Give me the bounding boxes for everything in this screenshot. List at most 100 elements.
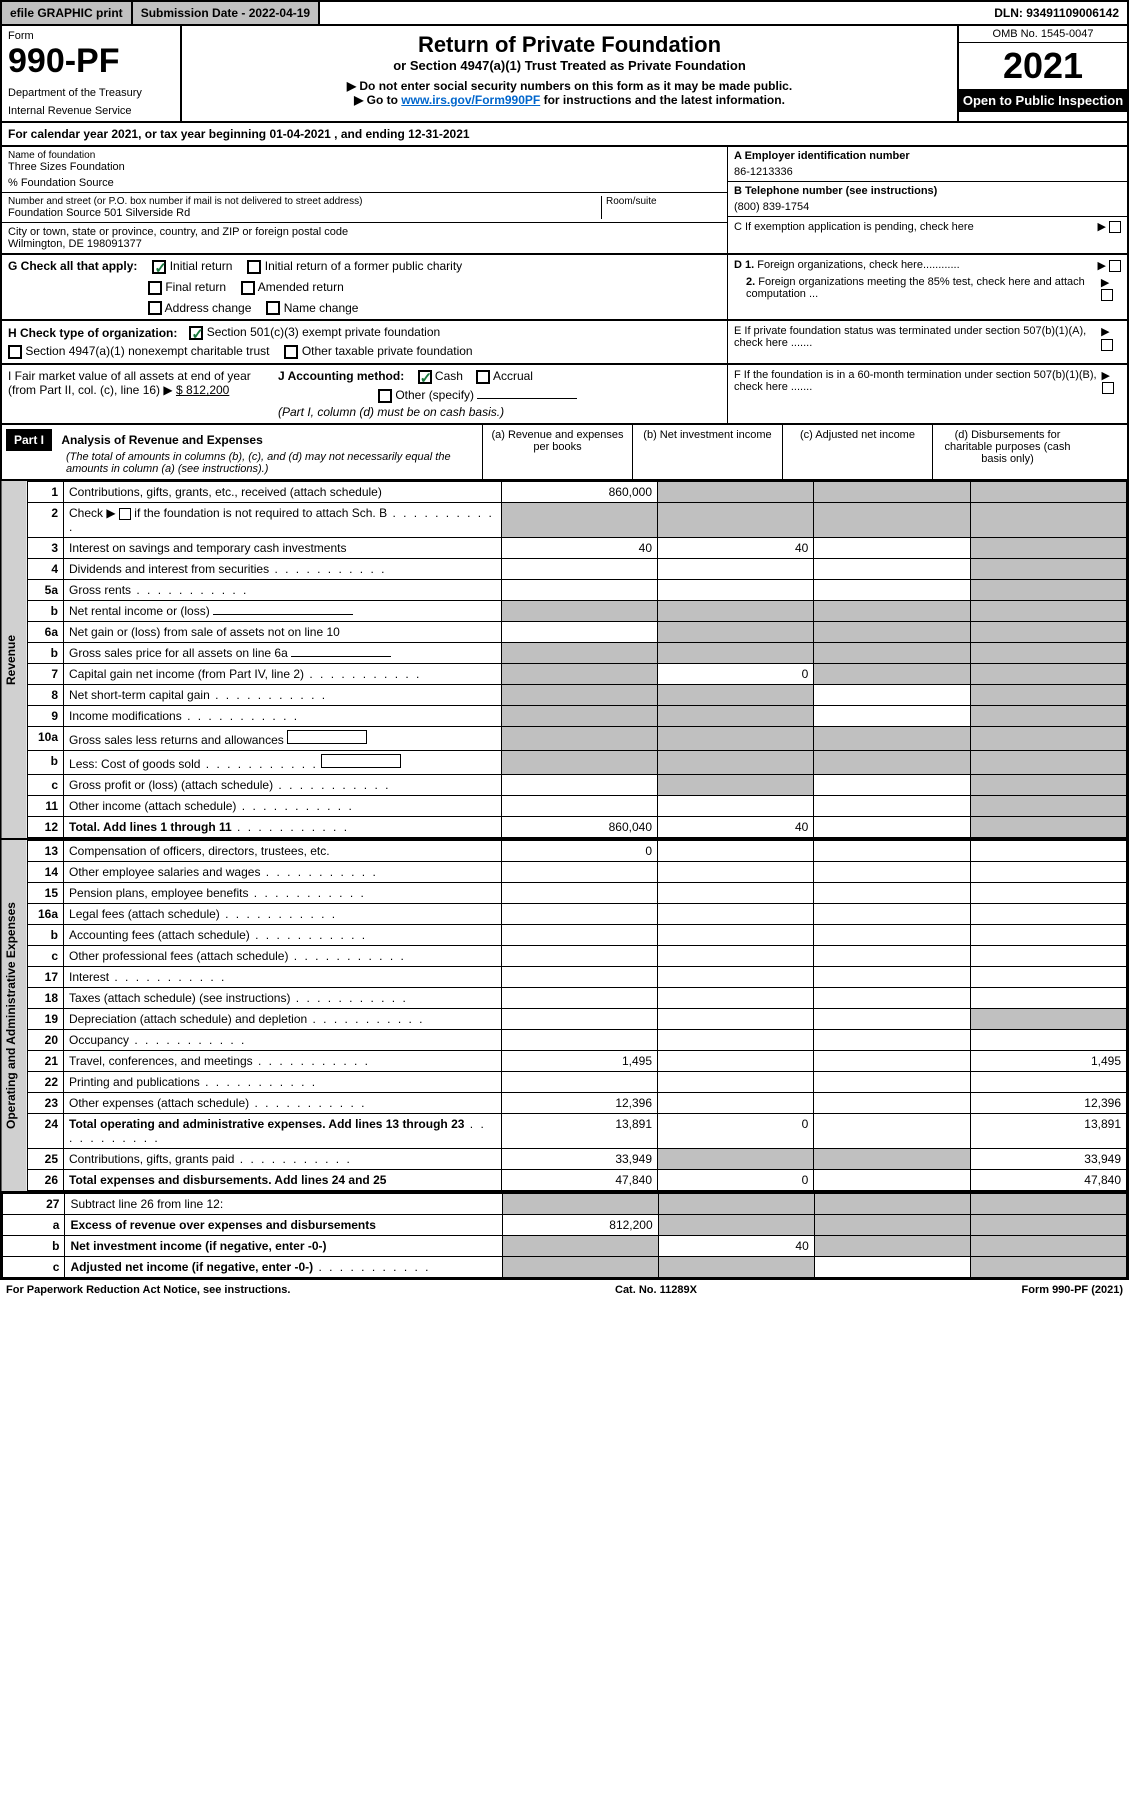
f-label: F If the foundation is in a 60-month ter… xyxy=(734,369,1102,394)
address: Foundation Source 501 Silverside Rd xyxy=(8,207,601,219)
opex-table: 13Compensation of officers, directors, t… xyxy=(27,840,1127,1191)
table-row: 10aGross sales less returns and allowanc… xyxy=(27,726,1126,750)
j-accrual-check[interactable] xyxy=(476,370,490,384)
table-row: bGross sales price for all assets on lin… xyxy=(27,642,1126,663)
g-initial-check[interactable] xyxy=(152,260,166,274)
efile-label: efile GRAPHIC print xyxy=(2,2,133,24)
schb-check[interactable] xyxy=(119,508,131,520)
e-checkbox[interactable] xyxy=(1101,339,1113,351)
foundation-name: Three Sizes Foundation xyxy=(8,161,721,173)
telephone: (800) 839-1754 xyxy=(734,201,1121,213)
table-row: 5aGross rents xyxy=(27,579,1126,600)
dln-label: DLN: 93491109006142 xyxy=(986,2,1127,24)
g-amended-check[interactable] xyxy=(241,281,255,295)
h-label: H Check type of organization: xyxy=(8,326,177,340)
c-label: C If exemption application is pending, c… xyxy=(734,221,974,233)
table-row: 17Interest xyxy=(27,966,1126,987)
table-row: 8Net short-term capital gain xyxy=(27,684,1126,705)
instr2: ▶ Go to www.irs.gov/Form990PF for instru… xyxy=(186,93,953,107)
table-row: 9Income modifications xyxy=(27,705,1126,726)
part1-label: Part I xyxy=(6,429,52,451)
part1-title: Analysis of Revenue and Expenses xyxy=(61,433,262,447)
g-initial-former-check[interactable] xyxy=(247,260,261,274)
footer: For Paperwork Reduction Act Notice, see … xyxy=(0,1280,1129,1300)
col-a-head: (a) Revenue and expenses per books xyxy=(482,425,632,479)
form-header: Form 990-PF Department of the Treasury I… xyxy=(0,26,1129,123)
table-row: 25Contributions, gifts, grants paid33,94… xyxy=(27,1148,1126,1169)
table-row: 14Other employee salaries and wages xyxy=(27,861,1126,882)
d2-checkbox[interactable] xyxy=(1101,289,1113,301)
care-of: % Foundation Source xyxy=(8,177,721,189)
c-checkbox[interactable] xyxy=(1109,221,1121,233)
j-cash-check[interactable] xyxy=(418,370,432,384)
opex-section: Operating and Administrative Expenses 13… xyxy=(0,840,1129,1193)
table-row: 4Dividends and interest from securities xyxy=(27,558,1126,579)
f-checkbox[interactable] xyxy=(1102,382,1114,394)
submission-date: Submission Date - 2022-04-19 xyxy=(133,2,320,24)
foundation-info: Name of foundation Three Sizes Foundatio… xyxy=(0,147,1129,255)
table-row: 13Compensation of officers, directors, t… xyxy=(27,840,1126,861)
d1-checkbox[interactable] xyxy=(1109,260,1121,272)
revenue-vert: Revenue xyxy=(2,481,27,838)
city: Wilmington, DE 198091377 xyxy=(8,238,721,250)
footer-mid: Cat. No. 11289X xyxy=(615,1284,697,1296)
j-other-check[interactable] xyxy=(378,389,392,403)
g-label: G Check all that apply: xyxy=(8,259,137,273)
col-d-head: (d) Disbursements for charitable purpose… xyxy=(932,425,1082,479)
table-row: 23Other expenses (attach schedule)12,396… xyxy=(27,1092,1126,1113)
table-row: 18Taxes (attach schedule) (see instructi… xyxy=(27,987,1126,1008)
checkbox-section-h: H Check type of organization: Section 50… xyxy=(0,321,1129,365)
table-row: 11Other income (attach schedule) xyxy=(27,795,1126,816)
table-row: cGross profit or (loss) (attach schedule… xyxy=(27,774,1126,795)
table-row: 21Travel, conferences, and meetings1,495… xyxy=(27,1050,1126,1071)
table-row: bAccounting fees (attach schedule) xyxy=(27,924,1126,945)
dept2: Internal Revenue Service xyxy=(8,105,174,117)
table-row: 20Occupancy xyxy=(27,1029,1126,1050)
i-value: $ 812,200 xyxy=(176,383,229,397)
part1-header: Part I Analysis of Revenue and Expenses … xyxy=(0,425,1129,481)
table-row: 19Depreciation (attach schedule) and dep… xyxy=(27,1008,1126,1029)
table-row: 3Interest on savings and temporary cash … xyxy=(27,537,1126,558)
table-row: bNet investment income (if negative, ent… xyxy=(3,1235,1127,1256)
sub-title: or Section 4947(a)(1) Trust Treated as P… xyxy=(186,58,953,73)
room-label: Room/suite xyxy=(606,196,721,207)
e-label: E If private foundation status was termi… xyxy=(734,325,1101,350)
table-row: 15Pension plans, employee benefits xyxy=(27,882,1126,903)
col-c-head: (c) Adjusted net income xyxy=(782,425,932,479)
h-other-check[interactable] xyxy=(284,345,298,359)
tel-label: B Telephone number (see instructions) xyxy=(734,185,1121,197)
table-row: 24Total operating and administrative exp… xyxy=(27,1113,1126,1148)
h-501c3-check[interactable] xyxy=(189,326,203,340)
part1-note: (The total of amounts in columns (b), (c… xyxy=(6,451,478,475)
h-4947-check[interactable] xyxy=(8,345,22,359)
footer-left: For Paperwork Reduction Act Notice, see … xyxy=(6,1284,290,1296)
opex-vert: Operating and Administrative Expenses xyxy=(2,840,27,1191)
table-row: cAdjusted net income (if negative, enter… xyxy=(3,1256,1127,1277)
g-addr-check[interactable] xyxy=(148,301,162,315)
g-name-check[interactable] xyxy=(266,301,280,315)
instr1: ▶ Do not enter social security numbers o… xyxy=(186,79,953,93)
j-note: (Part I, column (d) must be on cash basi… xyxy=(278,405,721,419)
footer-right: Form 990-PF (2021) xyxy=(1022,1284,1124,1296)
addr-label: Number and street (or P.O. box number if… xyxy=(8,196,601,207)
table-row: 22Printing and publications xyxy=(27,1071,1126,1092)
table-row: 6aNet gain or (loss) from sale of assets… xyxy=(27,621,1126,642)
efile-header: efile GRAPHIC print Submission Date - 20… xyxy=(0,0,1129,26)
irs-link[interactable]: www.irs.gov/Form990PF xyxy=(401,93,540,107)
checkbox-section-g: G Check all that apply: Initial return I… xyxy=(0,255,1129,321)
revenue-table: 1Contributions, gifts, grants, etc., rec… xyxy=(27,481,1127,838)
bottom-table: 27Subtract line 26 from line 12: aExcess… xyxy=(2,1193,1127,1278)
table-row: bNet rental income or (loss) xyxy=(27,600,1126,621)
city-label: City or town, state or province, country… xyxy=(8,226,721,238)
form-label: Form xyxy=(8,30,174,42)
table-row: 2Check ▶ if the foundation is not requir… xyxy=(27,502,1126,537)
dept1: Department of the Treasury xyxy=(8,87,174,99)
revenue-section: Revenue 1Contributions, gifts, grants, e… xyxy=(0,481,1129,840)
open-public: Open to Public Inspection xyxy=(959,89,1127,112)
name-label: Name of foundation xyxy=(8,150,721,161)
g-final-check[interactable] xyxy=(148,281,162,295)
table-row: bLess: Cost of goods sold xyxy=(27,750,1126,774)
form-number: 990-PF xyxy=(8,42,174,81)
table-row: 27Subtract line 26 from line 12: xyxy=(3,1193,1127,1214)
ein-label: A Employer identification number xyxy=(734,150,1121,162)
